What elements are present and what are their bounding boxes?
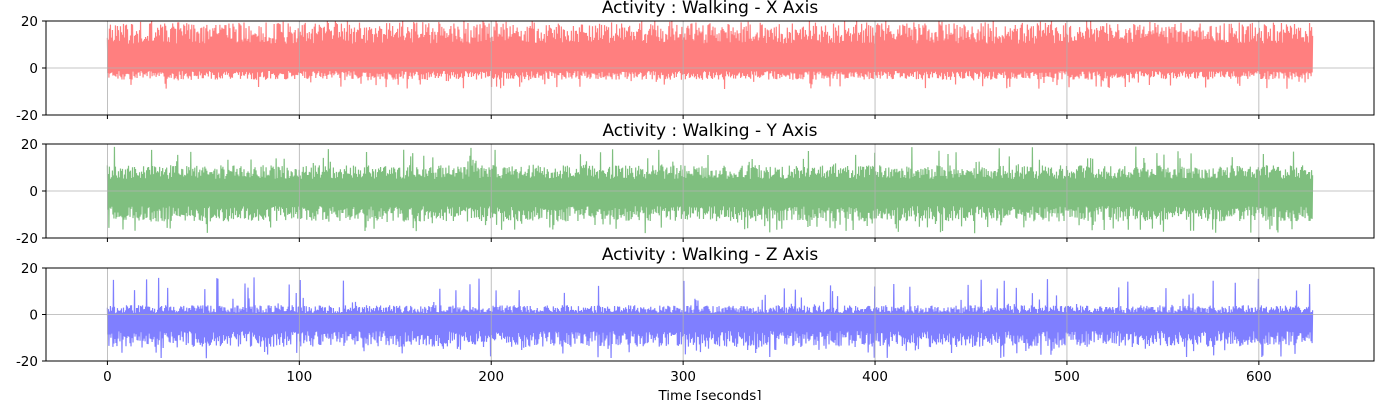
x-tick-label-2-0: 0	[103, 369, 112, 385]
y-tick-label-0-1: 0	[29, 61, 38, 77]
y-tick-label-0-0: -20	[16, 108, 38, 124]
subplot-title-2: Activity : Walking - Z Axis	[602, 245, 819, 265]
signal-line-0	[106, 21, 1314, 90]
signal-line-2	[106, 277, 1314, 359]
x-tick-label-2-1: 100	[286, 369, 312, 385]
y-tick-label-0-2: 20	[21, 14, 38, 30]
subplot-0: -20 0 20 Activity : Walking - X Axis	[16, 0, 1375, 124]
x-axis-label: Time [seconds]	[657, 388, 761, 400]
x-tick-label-2-5: 500	[1054, 369, 1080, 385]
y-tick-label-2-0: -20	[16, 354, 38, 370]
subplot-title-1: Activity : Walking - Y Axis	[602, 121, 817, 141]
x-tick-label-2-6: 600	[1246, 369, 1272, 385]
x-tick-label-2-4: 400	[862, 369, 888, 385]
signal-line-1	[106, 146, 1314, 234]
x-tick-label-2-2: 200	[478, 369, 504, 385]
y-tick-label-1-1: 0	[29, 184, 38, 200]
subplot-1: -20 0 20 Activity : Walking - Y Axis	[16, 121, 1375, 247]
x-tick-label-2-3: 300	[670, 369, 696, 385]
y-tick-label-1-2: 20	[21, 137, 38, 153]
y-tick-label-1-0: -20	[16, 231, 38, 247]
y-tick-label-2-1: 0	[29, 308, 38, 324]
subplot-title-0: Activity : Walking - X Axis	[602, 0, 819, 18]
y-tick-label-2-2: 20	[21, 261, 38, 277]
